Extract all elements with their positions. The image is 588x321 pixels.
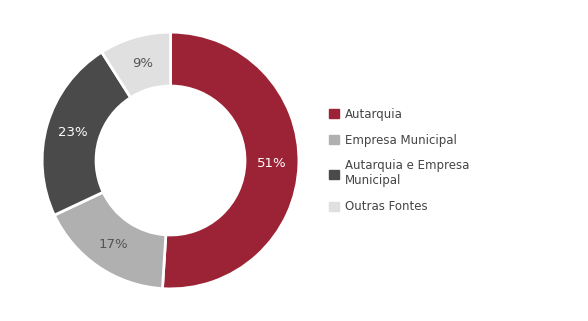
Text: 9%: 9% bbox=[132, 56, 153, 70]
Wedge shape bbox=[102, 32, 171, 98]
Wedge shape bbox=[54, 192, 166, 289]
Text: 17%: 17% bbox=[99, 238, 128, 251]
Text: 51%: 51% bbox=[257, 157, 287, 170]
Wedge shape bbox=[162, 32, 299, 289]
Text: 23%: 23% bbox=[58, 126, 88, 139]
Wedge shape bbox=[42, 52, 131, 215]
Legend: Autarquia, Empresa Municipal, Autarquia e Empresa
Municipal, Outras Fontes: Autarquia, Empresa Municipal, Autarquia … bbox=[329, 108, 469, 213]
